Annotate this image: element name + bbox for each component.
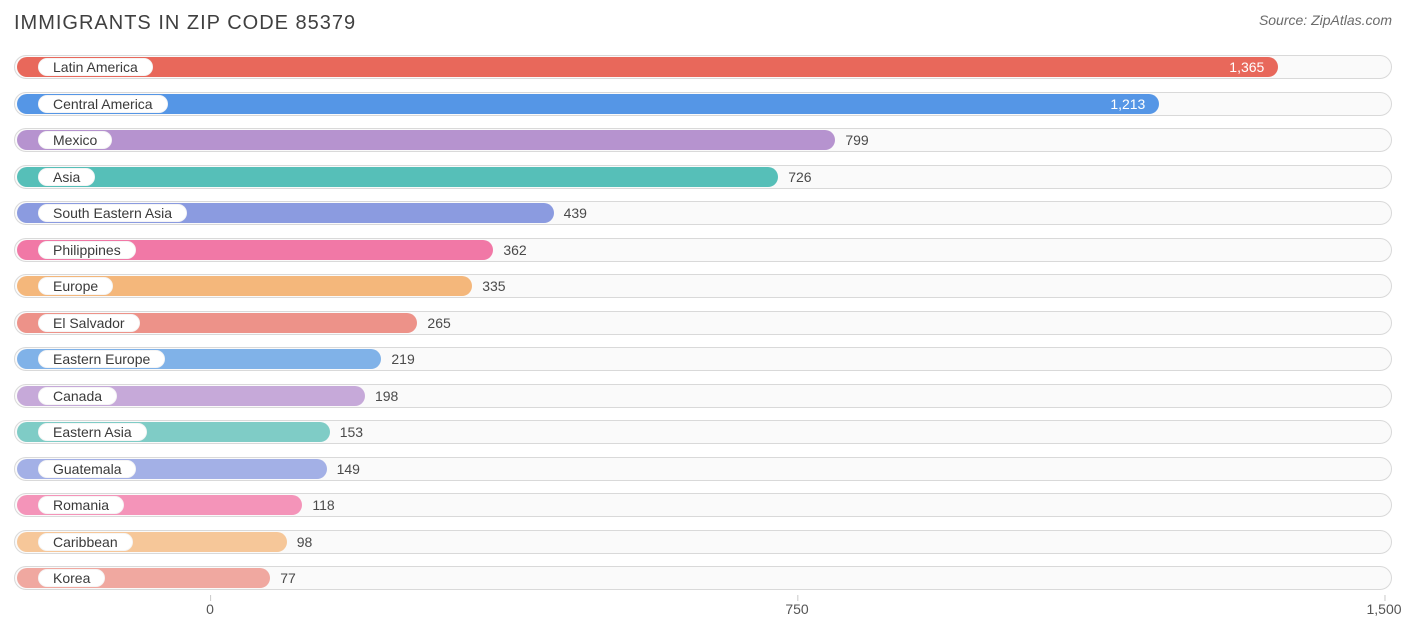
bar-value: 118 <box>302 491 334 519</box>
bar-label-pill: Guatemala <box>38 460 136 478</box>
bar-value: 1,213 <box>17 90 1159 118</box>
plot-area: Latin America1,365 Central America1,213 Me… <box>14 53 1392 592</box>
bar-label-pill: Philippines <box>38 241 136 259</box>
bar-label-pill: Eastern Europe <box>38 350 165 368</box>
x-tick-label: 0 <box>206 601 214 617</box>
bar-row: Eastern Asia 153 <box>14 418 1392 446</box>
bar-value: 799 <box>835 126 868 154</box>
bar-value: 439 <box>554 199 587 227</box>
x-tick: 750 <box>785 601 808 617</box>
chart-title: IMMIGRANTS IN ZIP CODE 85379 <box>14 12 356 35</box>
bar-label-pill: Canada <box>38 387 117 405</box>
bar-value: 219 <box>381 345 414 373</box>
x-axis: 07501,500 <box>14 601 1392 629</box>
bar-row: Caribbean 98 <box>14 528 1392 556</box>
x-tick-line <box>797 595 798 601</box>
x-tick-line <box>210 595 211 601</box>
bar-row: Guatemala 149 <box>14 455 1392 483</box>
bar-value: 726 <box>778 163 811 191</box>
bar-row: Eastern Europe 219 <box>14 345 1392 373</box>
x-tick-line <box>1384 595 1385 601</box>
bar-chart: Latin America1,365 Central America1,213 Me… <box>14 53 1392 629</box>
bar-label-pill: Eastern Asia <box>38 423 147 441</box>
bar-label-pill: Romania <box>38 496 124 514</box>
bar-row: Mexico 799 <box>14 126 1392 154</box>
bar-row: Canada 198 <box>14 382 1392 410</box>
bar-value: 265 <box>417 309 450 337</box>
bar-value: 98 <box>287 528 313 556</box>
bar-row: Central America1,213 <box>14 90 1392 118</box>
bar-label-pill: South Eastern Asia <box>38 204 187 222</box>
bar-row: Asia 726 <box>14 163 1392 191</box>
bar-row: Romania 118 <box>14 491 1392 519</box>
x-tick: 0 <box>206 601 214 617</box>
bar-fill <box>17 167 778 187</box>
chart-source: Source: ZipAtlas.com <box>1259 12 1392 28</box>
bar-row: Philippines 362 <box>14 236 1392 264</box>
bar-row: Korea 77 <box>14 564 1392 592</box>
bar-value: 362 <box>493 236 526 264</box>
x-tick-label: 1,500 <box>1366 601 1401 617</box>
chart-header: IMMIGRANTS IN ZIP CODE 85379 Source: Zip… <box>14 12 1392 35</box>
bar-label-pill: Korea <box>38 569 105 587</box>
x-tick: 1,500 <box>1366 601 1401 617</box>
bar-value: 153 <box>330 418 363 446</box>
bar-label-pill: El Salvador <box>38 314 140 332</box>
bar-value: 335 <box>472 272 505 300</box>
bar-label-pill: Asia <box>38 168 95 186</box>
bar-row: South Eastern Asia 439 <box>14 199 1392 227</box>
bar-value: 198 <box>365 382 398 410</box>
bar-row: Europe 335 <box>14 272 1392 300</box>
bar-value: 77 <box>270 564 296 592</box>
bar-value: 149 <box>327 455 360 483</box>
bar-row: Latin America1,365 <box>14 53 1392 81</box>
bar-row: El Salvador 265 <box>14 309 1392 337</box>
bar-fill <box>17 130 835 150</box>
bar-label-pill: Mexico <box>38 131 112 149</box>
bar-label-pill: Europe <box>38 277 113 295</box>
bar-value: 1,365 <box>17 53 1278 81</box>
x-tick-label: 750 <box>785 601 808 617</box>
bar-label-pill: Caribbean <box>38 533 133 551</box>
